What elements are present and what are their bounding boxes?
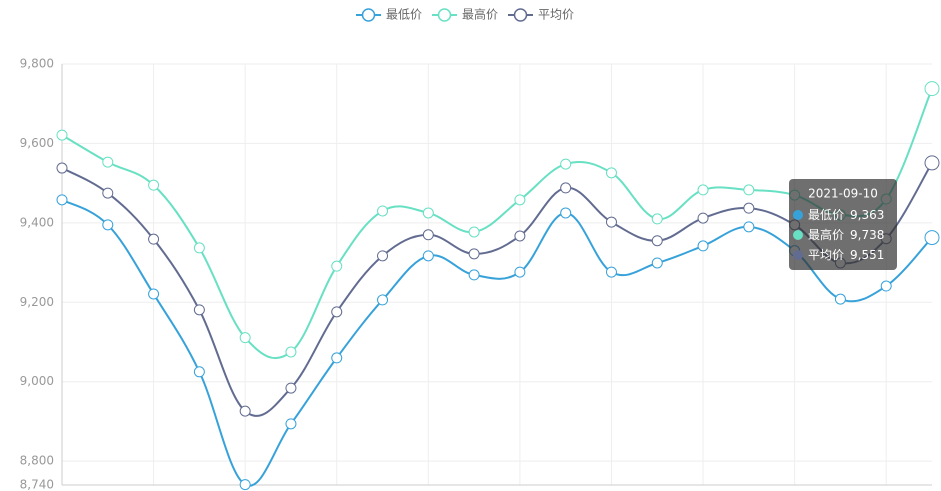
data-point: [239, 479, 251, 491]
data-point: [468, 226, 480, 238]
data-point: [148, 233, 160, 245]
data-point: [514, 230, 526, 242]
y-tick-label: 9,200: [20, 295, 54, 309]
tooltip-marker: [793, 210, 803, 220]
data-point: [422, 250, 434, 262]
y-tick-label: 9,000: [20, 374, 54, 388]
data-point: [285, 418, 297, 430]
data-point: [880, 280, 892, 292]
legend-label: 平均价: [538, 8, 574, 22]
data-point: [56, 194, 68, 206]
legend-label: 最低价: [386, 8, 422, 22]
data-point: [924, 230, 940, 246]
data-point: [605, 216, 617, 228]
tooltip-marker: [793, 250, 803, 260]
data-point: [331, 260, 343, 272]
data-point: [605, 266, 617, 278]
data-point: [651, 213, 663, 225]
data-point: [468, 248, 480, 260]
data-point: [468, 269, 480, 281]
tooltip-box: [789, 179, 897, 270]
data-point: [924, 81, 940, 97]
data-point: [743, 221, 755, 233]
data-point: [743, 202, 755, 214]
data-point: [377, 294, 389, 306]
data-point: [102, 219, 114, 231]
y-tick-label: 9,800: [20, 57, 54, 71]
tooltip-value: 9,363: [850, 208, 884, 222]
data-point: [697, 184, 709, 196]
data-point: [697, 212, 709, 224]
y-tick-label: 9,600: [20, 136, 54, 150]
data-point: [331, 306, 343, 318]
data-point: [377, 250, 389, 262]
tooltip-title: 2021-09-10: [808, 187, 878, 201]
data-point: [331, 352, 343, 364]
data-point: [422, 229, 434, 241]
data-point: [285, 382, 297, 394]
tooltip-row: 平均价 9,551: [808, 248, 884, 262]
tooltip-name: 最高价: [808, 227, 844, 242]
data-point: [514, 266, 526, 278]
data-point: [102, 187, 114, 199]
data-point: [834, 293, 846, 305]
legend-marker: [437, 8, 452, 22]
data-point: [148, 288, 160, 300]
data-point: [56, 162, 68, 174]
data-point: [560, 182, 572, 194]
data-point: [560, 158, 572, 170]
data-point: [193, 366, 205, 378]
data-point: [651, 257, 663, 269]
legend-label: 最高价: [462, 7, 498, 22]
data-point: [651, 235, 663, 247]
tooltip-name: 最低价: [808, 208, 844, 222]
tooltip-row: 最高价 9,738: [808, 227, 884, 242]
tooltip-marker: [793, 230, 803, 240]
data-point: [514, 194, 526, 206]
data-point: [148, 179, 160, 191]
data-point: [102, 156, 114, 168]
data-point: [422, 207, 434, 219]
tooltip-value: 9,738: [850, 228, 884, 242]
legend-marker: [513, 8, 528, 22]
data-point: [193, 242, 205, 254]
data-point: [285, 346, 297, 358]
data-point: [743, 184, 755, 196]
data-point: [239, 332, 251, 344]
tooltip-row: 最低价 9,363: [808, 208, 884, 222]
data-point: [560, 207, 572, 219]
data-point: [697, 240, 709, 252]
data-point: [239, 405, 251, 417]
y-tick-label: 8,800: [20, 454, 54, 468]
data-point: [605, 167, 617, 179]
y-tick-label: 9,400: [20, 215, 54, 229]
data-point: [924, 155, 940, 171]
y-tick-label: 8,740: [20, 478, 54, 491]
tooltip-value: 9,551: [850, 248, 884, 262]
data-point: [193, 304, 205, 316]
data-point: [377, 205, 389, 217]
tooltip-name: 平均价: [808, 248, 844, 262]
data-point: [56, 129, 68, 141]
legend-marker: [361, 8, 376, 22]
